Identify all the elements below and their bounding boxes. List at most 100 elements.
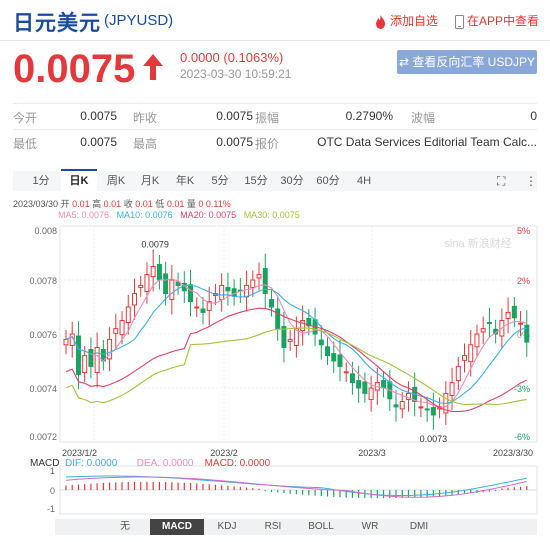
candle-body: [163, 273, 169, 294]
candle-body: [300, 320, 306, 332]
reverse-rate-button[interactable]: ⇄ 查看反向汇率 USDJPY: [397, 50, 537, 74]
tab-indicator-macd[interactable]: MACD: [150, 519, 204, 535]
candle-body: [362, 381, 368, 394]
macd-histogram-bar: [221, 485, 223, 490]
tab-indicator-none[interactable]: 无: [120, 521, 130, 532]
macd-histogram-bar: [376, 490, 378, 499]
macd-y-tick: -1: [47, 504, 55, 514]
candle-body: [250, 279, 256, 288]
stat-label: 最低: [13, 137, 38, 151]
tab-1min[interactable]: 1分: [32, 175, 50, 187]
candle-body: [331, 353, 337, 362]
macd-histogram-bar: [420, 490, 422, 498]
tab-indicator-rsi[interactable]: RSI: [264, 521, 282, 532]
candle-body: [468, 344, 474, 363]
stat-value: 0.0075: [80, 135, 117, 149]
tab-5min[interactable]: 5分: [211, 175, 229, 187]
tab-15min[interactable]: 15分: [244, 175, 268, 187]
ma30-line: [65, 327, 527, 406]
macd-histogram-bar: [270, 490, 273, 492]
fullscreen-icon[interactable]: ⛶: [497, 174, 506, 188]
macd-value: MACD: 0.0000: [204, 458, 271, 469]
candle-body: [381, 380, 387, 389]
tab-indicator-dmi[interactable]: DMI: [409, 521, 429, 532]
tab-weekly[interactable]: 周K: [106, 175, 126, 187]
header-divider: [0, 40, 550, 41]
y-tick-label: 0.0074: [29, 384, 57, 394]
candle-body: [131, 293, 137, 306]
tab-4h[interactable]: 4H: [356, 175, 372, 187]
volume-label: 量: [186, 199, 196, 209]
macd-histogram-bar: [233, 486, 235, 490]
macd-histogram-bar: [426, 490, 428, 497]
volume-value: 0 0.11%: [198, 199, 231, 209]
macd-histogram-bar: [115, 482, 117, 490]
macd-histogram-bar: [488, 490, 491, 492]
tab-60min[interactable]: 60分: [316, 175, 340, 187]
macd-histogram-bar: [463, 490, 466, 494]
high-value: 0.01: [103, 199, 122, 209]
add-favorite-button[interactable]: 添加自选: [374, 12, 438, 29]
candle-body: [486, 322, 492, 325]
macd-histogram-bar: [146, 481, 148, 490]
macd-histogram-bar: [90, 483, 92, 490]
tab-30min[interactable]: 30分: [280, 175, 304, 187]
x-tick-label: 2023/3/30: [493, 448, 533, 458]
candle-body: [194, 306, 200, 309]
tab-yearly[interactable]: 年K: [175, 175, 195, 187]
fire-icon: [376, 14, 385, 29]
macd-histogram-bar: [202, 483, 204, 490]
ma30-value: MA30: 0.0075: [243, 210, 300, 220]
open-label: 开: [60, 199, 70, 209]
stat-label: 今开: [13, 111, 38, 125]
macd-histogram-bar: [208, 484, 210, 490]
tab-indicator-kdj[interactable]: KDJ: [217, 521, 237, 532]
macd-histogram-bar: [165, 482, 167, 490]
close-value: 0.01: [135, 199, 153, 209]
macd-histogram-bar: [339, 490, 341, 498]
stat-value: 0.0075: [216, 135, 253, 149]
candle-body: [219, 284, 225, 301]
stat-label: 最高: [133, 137, 158, 151]
candle-body: [349, 373, 355, 384]
candle-body: [107, 338, 113, 360]
candle-body: [399, 401, 405, 410]
y-tick-label: 0.0076: [29, 330, 57, 340]
stat-value: 0.2790%: [345, 109, 393, 123]
indicator-tabs: 无 MACD KDJ RSI BOLL WR DMI: [55, 519, 537, 535]
candle-body: [268, 299, 274, 308]
x-tick-label: 2023/3: [358, 448, 386, 458]
page-title: 日元美元: [13, 12, 101, 35]
y-tick-label: 0.0078: [29, 276, 57, 286]
candle-body: [287, 338, 293, 342]
candle-body: [462, 355, 468, 361]
macd-y-tick: 0: [50, 486, 55, 496]
close-label: 收: [123, 199, 133, 209]
y-tick-label-right: 2%: [517, 276, 530, 286]
macd-histogram-bar: [84, 484, 86, 490]
tab-indicator-boll[interactable]: BOLL: [308, 521, 334, 532]
candle-body: [244, 284, 250, 298]
y-tick-label-right: 5%: [517, 226, 530, 236]
tab-daily[interactable]: 日K: [61, 169, 97, 193]
candle-body: [356, 380, 362, 389]
macd-histogram-bar: [140, 481, 142, 490]
tab-monthly[interactable]: 月K: [140, 175, 160, 187]
macd-histogram-bar: [457, 490, 459, 495]
macd-histogram-bar: [495, 490, 497, 492]
watermark: sina 新浪财经: [444, 236, 511, 250]
y-tick-label: 0.008: [34, 226, 57, 236]
phone-icon: [455, 14, 464, 29]
y-tick-label-right: 0%: [517, 330, 530, 340]
stat-label: 昨收: [133, 111, 158, 125]
more-options-icon[interactable]: ⋮: [525, 174, 537, 188]
open-in-app-button[interactable]: 在APP中查看: [455, 12, 539, 29]
candle-body: [256, 274, 262, 279]
candle-body: [455, 365, 461, 382]
x-tick-label: 2023/2: [210, 448, 238, 458]
candle-body: [393, 404, 399, 408]
candle-body: [424, 408, 430, 411]
candle-body: [480, 328, 486, 333]
tab-indicator-wr[interactable]: WR: [361, 521, 379, 532]
